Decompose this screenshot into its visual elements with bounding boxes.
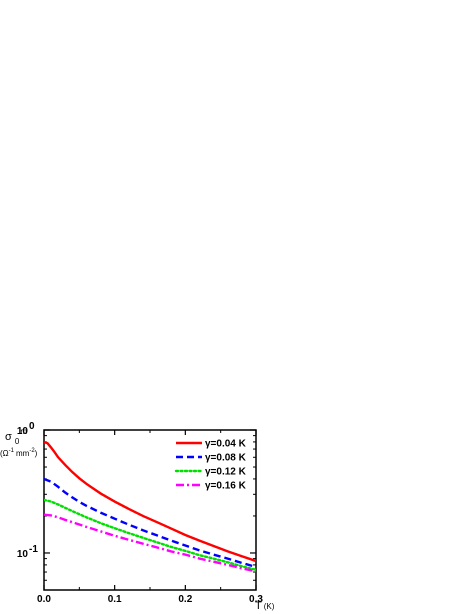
legend-label: γ=0.08 K	[205, 453, 247, 464]
y-axis-symbol: σ	[5, 431, 12, 443]
y-tick-exponent: 0	[29, 421, 35, 432]
series-line	[44, 440, 256, 563]
x-axis-title: T (K)	[255, 600, 275, 612]
legend-label: γ=0.12 K	[205, 467, 247, 478]
series-line	[44, 513, 256, 573]
x-tick-label: 0.2	[178, 594, 192, 605]
y-tick-label: 10	[17, 549, 29, 560]
x-tick-label: 0.0	[37, 594, 51, 605]
x-tick-label: 0.3	[249, 594, 263, 605]
series-line	[44, 477, 256, 569]
x-tick-label: 0.1	[108, 594, 122, 605]
y-axis-title: σ 0 m	[5, 427, 27, 447]
y-axis-sup: m	[20, 427, 27, 436]
legend-label: γ=0.04 K	[205, 439, 247, 450]
series-group	[44, 440, 256, 573]
y-axis-unit: (Ω-1 mm-2)	[0, 448, 38, 458]
y-tick-label: 10	[17, 426, 29, 437]
y-axis-sub: 0	[15, 437, 20, 446]
axis-labels: σ 0 m (Ω-1 mm-2) T (K)	[0, 427, 275, 612]
legend-label: γ=0.16 K	[205, 481, 247, 492]
y-tick-exponent: -1	[29, 544, 38, 555]
series-line	[44, 498, 256, 571]
